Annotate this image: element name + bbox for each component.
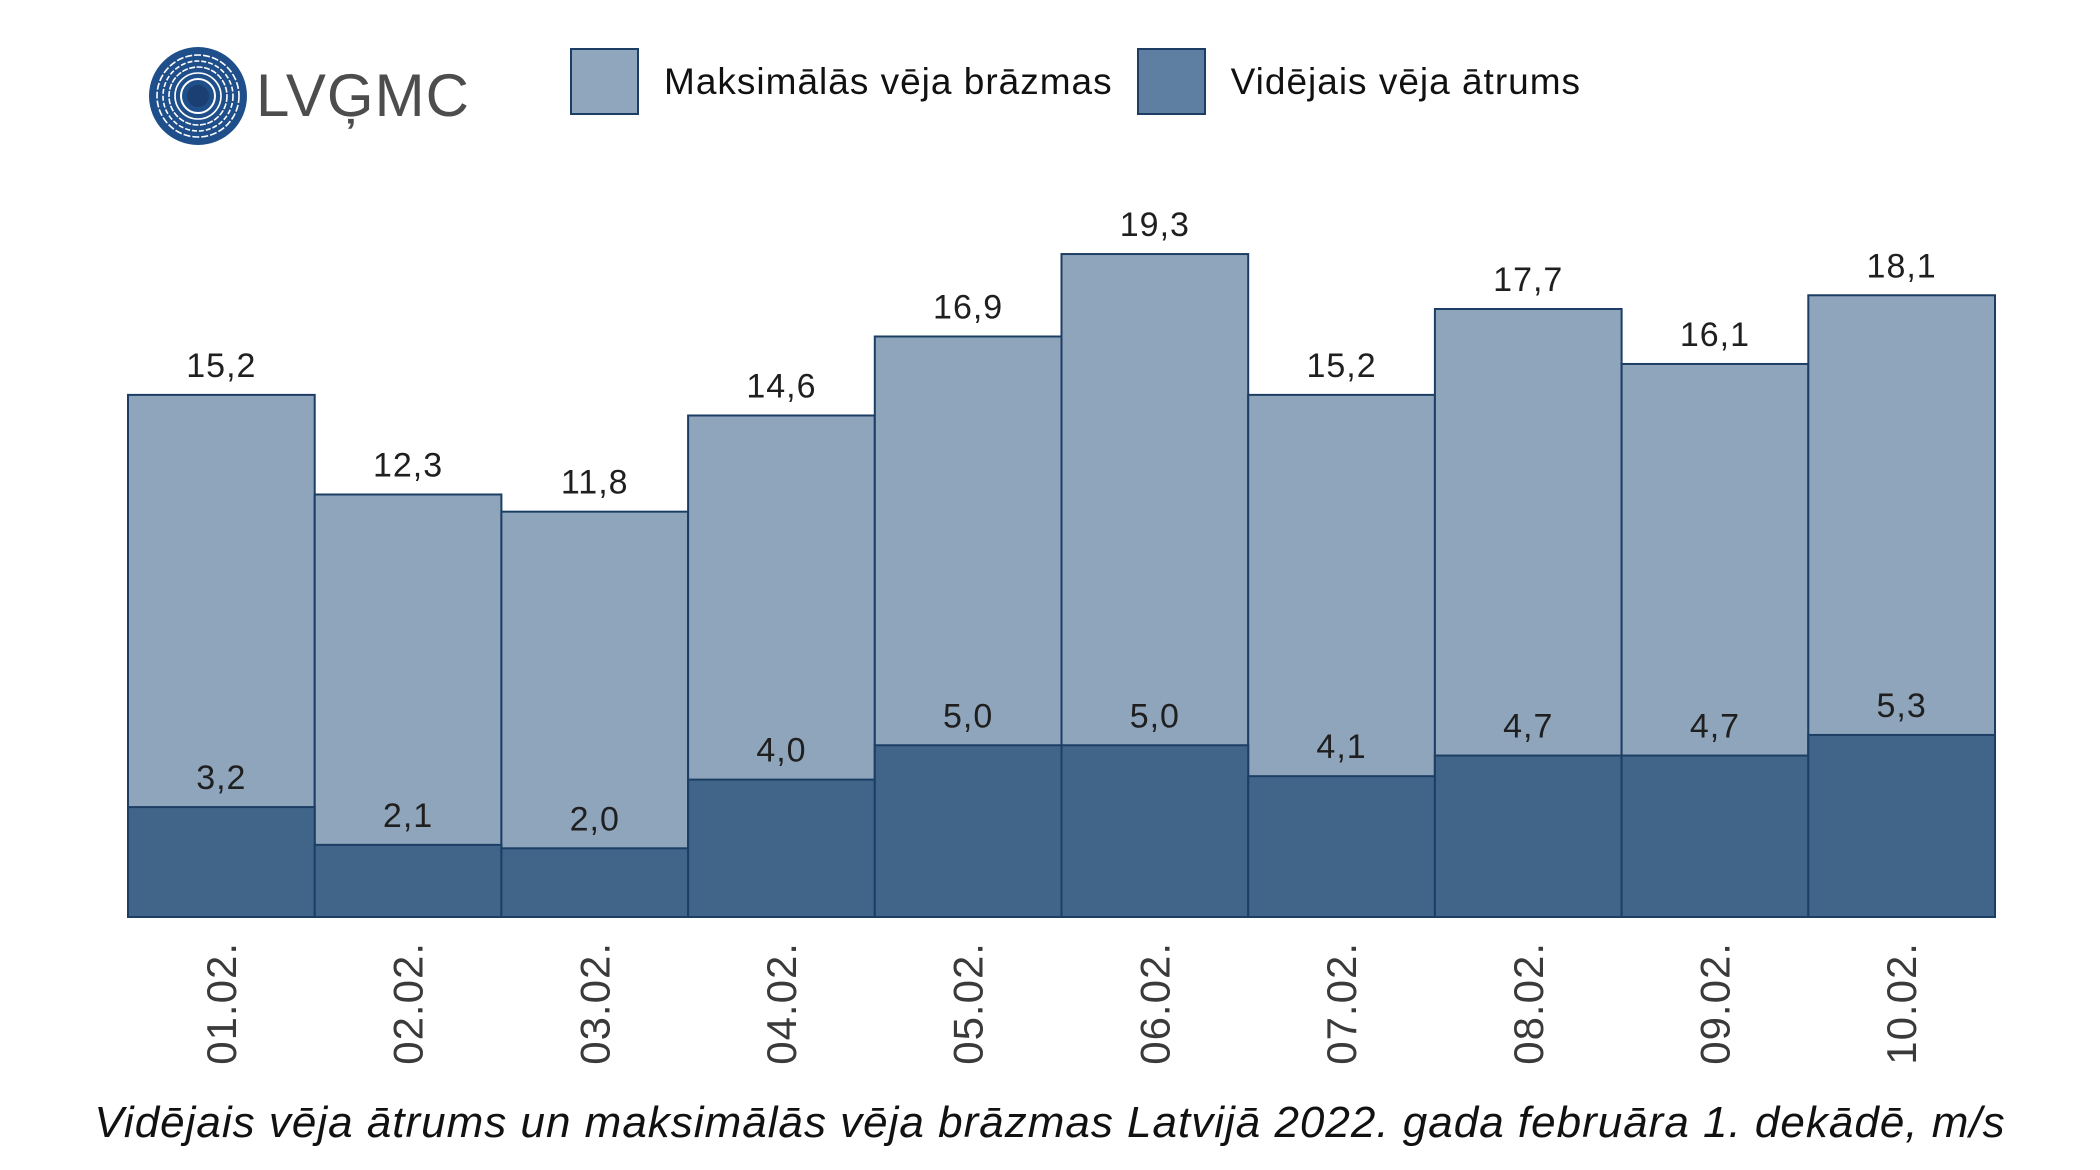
x-tick-label: 06.02.: [1131, 942, 1178, 1065]
x-tick-label: 07.02.: [1318, 942, 1365, 1065]
mean-speed-bar: [500, 847, 690, 918]
max-gust-value-label: 11,8: [561, 464, 629, 502]
legend-label-max-gusts: Maksimālās vēja brāzmas: [664, 60, 1113, 102]
x-tick-label: 03.02.: [571, 942, 618, 1065]
mean-speed-value-label: 4,7: [1503, 708, 1553, 746]
chart-title: Vidējais vēja ātrums un maksimālās vēja …: [94, 1098, 2006, 1147]
chart-legend: Maksimālās vēja brāzmas Vidējais vēja āt…: [570, 48, 1581, 115]
max-gust-value-label: 15,2: [1306, 347, 1376, 385]
mean-speed-bar: [873, 744, 1063, 918]
x-tick-label: 01.02.: [198, 942, 245, 1065]
x-tick-label: 10.02.: [1878, 942, 1925, 1065]
x-tick-label: 09.02.: [1691, 942, 1738, 1065]
lvgmc-logo: LVĢMC: [148, 46, 470, 146]
max-gust-value-label: 15,2: [186, 347, 256, 385]
mean-speed-bar: [687, 778, 876, 918]
x-tick-label: 04.02.: [758, 942, 805, 1065]
mean-speed-value-label: 5,0: [943, 697, 993, 735]
legend-item-max-gusts: Maksimālās vēja brāzmas: [570, 48, 1113, 115]
mean-speed-bar: [1433, 754, 1623, 918]
logo-wordmark: LVĢMC: [256, 62, 470, 129]
max-gust-value-label: 19,3: [1120, 206, 1190, 244]
mean-speed-bar: [1620, 754, 1810, 918]
mean-speed-value-label: 4,0: [756, 732, 806, 770]
mean-speed-value-label: 5,3: [1877, 687, 1927, 725]
x-tick-label: 05.02.: [945, 942, 992, 1065]
max-gust-value-label: 14,6: [746, 367, 816, 405]
mean-speed-value-label: 4,1: [1316, 728, 1366, 766]
mean-speed-bar: [127, 806, 316, 919]
mean-speed-value-label: 2,1: [383, 797, 433, 835]
max-gust-value-label: 17,7: [1493, 261, 1563, 299]
mean-speed-value-label: 2,0: [570, 800, 620, 838]
max-gust-value-label: 18,1: [1867, 247, 1937, 285]
mean-speed-value-label: 4,7: [1690, 708, 1740, 746]
mean-speed-value-label: 3,2: [196, 759, 246, 797]
lvgmc-rings-icon: [149, 47, 247, 145]
x-tick-label: 08.02.: [1505, 942, 1552, 1065]
max-gust-value-label: 16,9: [933, 288, 1003, 326]
mean-speed-bar: [313, 843, 503, 918]
mean-speed-bar: [1247, 775, 1436, 918]
legend-label-mean-speed: Vidējais vēja ātrums: [1230, 60, 1582, 102]
legend-swatch-max-gusts: [570, 48, 639, 115]
x-tick-label: 02.02.: [385, 942, 432, 1065]
mean-speed-value-label: 5,0: [1130, 697, 1180, 735]
mean-speed-bar: [1807, 733, 1997, 918]
max-gust-value-label: 16,1: [1680, 316, 1750, 354]
legend-swatch-mean-speed: [1136, 48, 1206, 115]
mean-speed-bar: [1060, 744, 1250, 918]
legend-item-mean-speed: Vidējais vēja ātrums: [1136, 48, 1582, 115]
max-gust-value-label: 12,3: [373, 446, 443, 484]
